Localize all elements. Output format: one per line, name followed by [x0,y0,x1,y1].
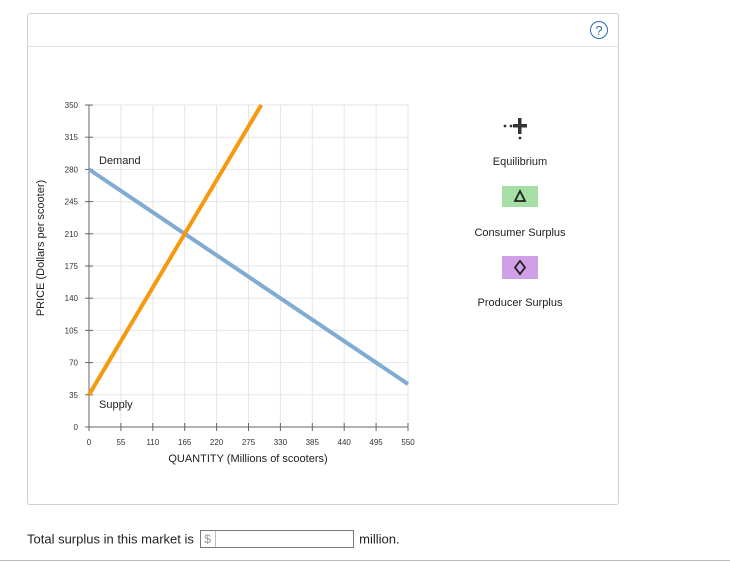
x-tick-label: 330 [274,438,288,447]
y-tick-label: 280 [65,165,79,174]
y-tick-label: 210 [65,230,79,239]
producer-surplus-tool[interactable]: Producer Surplus [478,256,563,309]
currency-symbol: $ [201,531,216,547]
x-tick-label: 440 [338,438,352,447]
x-tick-label: 495 [369,438,383,447]
supply-label: Supply [99,399,133,411]
supply-demand-chart: 0 35 70 105 140 175 210 245 280 315 350 0 55 110 165 22… [35,101,566,465]
x-tick-label: 165 [178,438,192,447]
x-tick-label: 220 [210,438,224,447]
y-tick-label: 0 [74,423,79,432]
help-icon[interactable]: ? [590,21,608,39]
x-tick-label: 275 [242,438,256,447]
y-tick-label: 70 [69,359,78,368]
y-tick-label: 105 [65,326,79,335]
x-tick-label: 55 [116,438,125,447]
bottom-divider [0,560,730,561]
total-surplus-field[interactable]: $ [199,530,354,548]
question-suffix: million. [359,531,400,547]
y-tick-label: 350 [65,101,79,110]
equilibrium-label: Equilibrium [493,156,547,168]
producer-surplus-swatch [502,256,538,279]
graph-panel: ? 0 35 70 105 140 175 210 245 280 315 350 0 55 110 165… [27,13,619,505]
triangle-icon [513,188,527,202]
demand-label: Demand [99,155,141,167]
consumer-surplus-label: Consumer Surplus [474,227,566,239]
producer-surplus-label: Producer Surplus [478,297,563,309]
x-tick-label: 0 [87,438,92,447]
equilibrium-tool[interactable]: Equilibrium [493,118,547,168]
consumer-surplus-tool[interactable]: Consumer Surplus [474,186,566,239]
y-tick-label: 245 [65,198,79,207]
y-tick-label: 35 [69,391,78,400]
y-tick-label: 315 [65,133,79,142]
panel-header: ? [28,14,618,47]
x-tick-label: 385 [306,438,320,447]
x-axis-label: QUANTITY (Millions of scooters) [168,453,327,465]
equilibrium-cross-icon [503,118,527,140]
x-tick-label: 110 [146,438,159,447]
total-surplus-input[interactable] [215,531,353,547]
x-tick-label: 550 [401,438,415,447]
y-tick-label: 140 [65,294,79,303]
total-surplus-question: Total surplus in this market is $ millio… [27,530,400,548]
consumer-surplus-swatch [502,186,538,207]
y-tick-label: 175 [65,262,79,271]
supply-curve [87,103,263,396]
y-axis-label: PRICE (Dollars per scooter) [35,180,47,316]
demand-curve [87,167,410,386]
question-prefix: Total surplus in this market is [27,531,194,547]
diamond-icon [513,259,527,276]
